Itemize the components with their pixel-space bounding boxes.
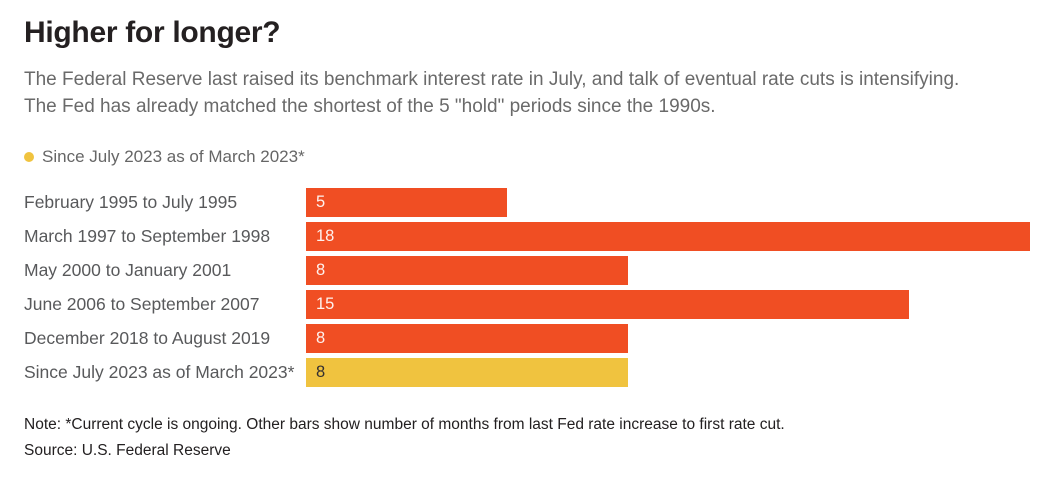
chart-row: Since July 2023 as of March 2023* 8 xyxy=(24,358,1030,387)
category-label: February 1995 to July 1995 xyxy=(24,192,238,212)
bar: 18 xyxy=(306,222,1030,251)
bar-chart: February 1995 to July 1995 5 March 1997 to… xyxy=(24,188,1030,387)
bar-track: 15 xyxy=(306,290,1030,319)
chart-row: February 1995 to July 1995 5 xyxy=(24,188,1030,217)
legend-dot-icon xyxy=(24,152,34,162)
chart-subtitle: The Federal Reserve last raised its benc… xyxy=(24,66,1030,120)
category-label: March 1997 to September 1998 xyxy=(24,226,271,246)
footnote: Note: *Current cycle is ongoing. Other b… xyxy=(24,416,785,433)
bar-value-label: 8 xyxy=(316,329,326,347)
bar-value-label: 8 xyxy=(316,363,326,381)
bar-track: 8 xyxy=(306,358,1030,387)
bar: 15 xyxy=(306,290,910,319)
bar-value-label: 5 xyxy=(316,193,326,211)
bar: 5 xyxy=(306,188,508,217)
chart-subtitle-line-1: The Federal Reserve last raised its benc… xyxy=(24,69,960,90)
bar-track: 5 xyxy=(306,188,1030,217)
chart-row: March 1997 to September 1998 18 xyxy=(24,222,1030,251)
legend: Since July 2023 as of March 2023* xyxy=(24,147,1030,167)
category-label: May 2000 to January 2001 xyxy=(24,260,232,280)
chart-row: December 2018 to August 2019 8 xyxy=(24,324,1030,353)
bar-value-label: 18 xyxy=(316,227,335,245)
chart-row: June 2006 to September 2007 15 xyxy=(24,290,1030,319)
bar-value-label: 8 xyxy=(316,261,326,279)
bar: 8 xyxy=(306,256,628,285)
bar-track: 18 xyxy=(306,222,1030,251)
source: Source: U.S. Federal Reserve xyxy=(24,442,231,459)
category-label: Since July 2023 as of March 2023* xyxy=(24,362,295,382)
bar-track: 8 xyxy=(306,256,1030,285)
bar: 8 xyxy=(306,324,628,353)
bar-track: 8 xyxy=(306,324,1030,353)
bar-value-label: 15 xyxy=(316,295,335,313)
chart-row: May 2000 to January 2001 8 xyxy=(24,256,1030,285)
category-label: December 2018 to August 2019 xyxy=(24,328,271,348)
legend-label: Since July 2023 as of March 2023* xyxy=(42,147,305,166)
chart-title: Higher for longer? xyxy=(24,16,281,49)
chart-subtitle-line-2: The Fed has already matched the shortest… xyxy=(24,96,716,117)
bar-current-cycle: 8 xyxy=(306,358,628,387)
category-label: June 2006 to September 2007 xyxy=(24,294,260,314)
